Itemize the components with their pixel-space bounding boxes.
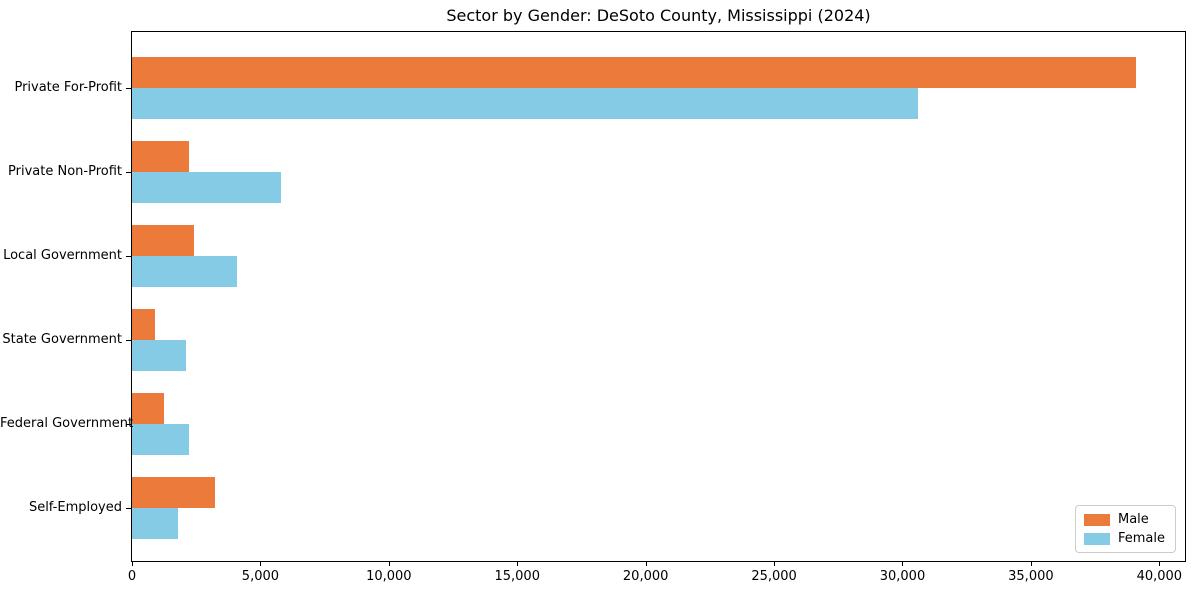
y-tick-federal-government <box>126 424 131 425</box>
bar-female-self-employed <box>132 508 179 539</box>
bar-male-state-government <box>132 309 156 340</box>
x-tick-10000 <box>388 562 390 566</box>
bar-female-federal-government <box>132 424 189 455</box>
x-tick-35000 <box>1030 562 1032 566</box>
bar-male-federal-government <box>132 393 165 424</box>
y-tick-self-employed <box>126 508 131 509</box>
bar-female-state-government <box>132 340 186 371</box>
y-label-state-government: State Government <box>2 332 122 347</box>
bar-male-private-non-profit <box>132 141 189 172</box>
y-label-private-non-profit: Private Non-Profit <box>8 164 122 179</box>
legend-swatch-male <box>1083 513 1110 526</box>
x-label-5000: 5,000 <box>241 569 280 584</box>
x-tick-40000 <box>1159 562 1161 566</box>
x-tick-20000 <box>645 562 647 566</box>
y-tick-private-non-profit <box>126 172 131 173</box>
legend-item-female: Female <box>1083 531 1165 546</box>
y-tick-private-for-profit <box>126 88 131 89</box>
x-tick-0 <box>132 562 133 566</box>
legend-swatch-female <box>1083 532 1110 545</box>
x-label-20000: 20,000 <box>622 569 669 584</box>
x-label-40000: 40,000 <box>1136 569 1183 584</box>
legend-label-male: Male <box>1117 512 1149 527</box>
y-label-local-government: Local Government <box>3 248 122 263</box>
x-label-35000: 35,000 <box>1008 569 1054 584</box>
y-label-self-employed: Self-Employed <box>28 500 122 515</box>
bar-female-private-for-profit <box>132 88 918 119</box>
x-tick-25000 <box>774 562 776 566</box>
x-label-25000: 25,000 <box>751 569 797 584</box>
x-tick-15000 <box>517 562 519 566</box>
y-tick-local-government <box>126 256 131 257</box>
y-label-federal-government: Federal Government <box>0 416 134 431</box>
bar-male-local-government <box>132 225 194 256</box>
x-tick-5000 <box>260 562 262 566</box>
legend-label-female: Female <box>1117 531 1165 546</box>
bar-male-private-for-profit <box>132 57 1137 88</box>
y-tick-state-government <box>126 340 131 341</box>
x-label-30000: 30,000 <box>879 569 926 584</box>
plot-area: Male Female <box>131 31 1186 562</box>
x-label-0: 0 <box>127 569 137 584</box>
y-label-private-for-profit: Private For-Profit <box>14 80 122 95</box>
bar-male-self-employed <box>132 477 216 508</box>
x-label-10000: 10,000 <box>366 569 412 584</box>
legend-item-male: Male <box>1083 512 1165 527</box>
x-label-15000: 15,000 <box>494 569 540 584</box>
bar-female-local-government <box>132 256 238 287</box>
legend: Male Female <box>1074 505 1176 553</box>
x-tick-30000 <box>902 562 904 566</box>
bar-female-private-non-profit <box>132 172 281 203</box>
chart-title: Sector by Gender: DeSoto County, Mississ… <box>446 6 871 25</box>
